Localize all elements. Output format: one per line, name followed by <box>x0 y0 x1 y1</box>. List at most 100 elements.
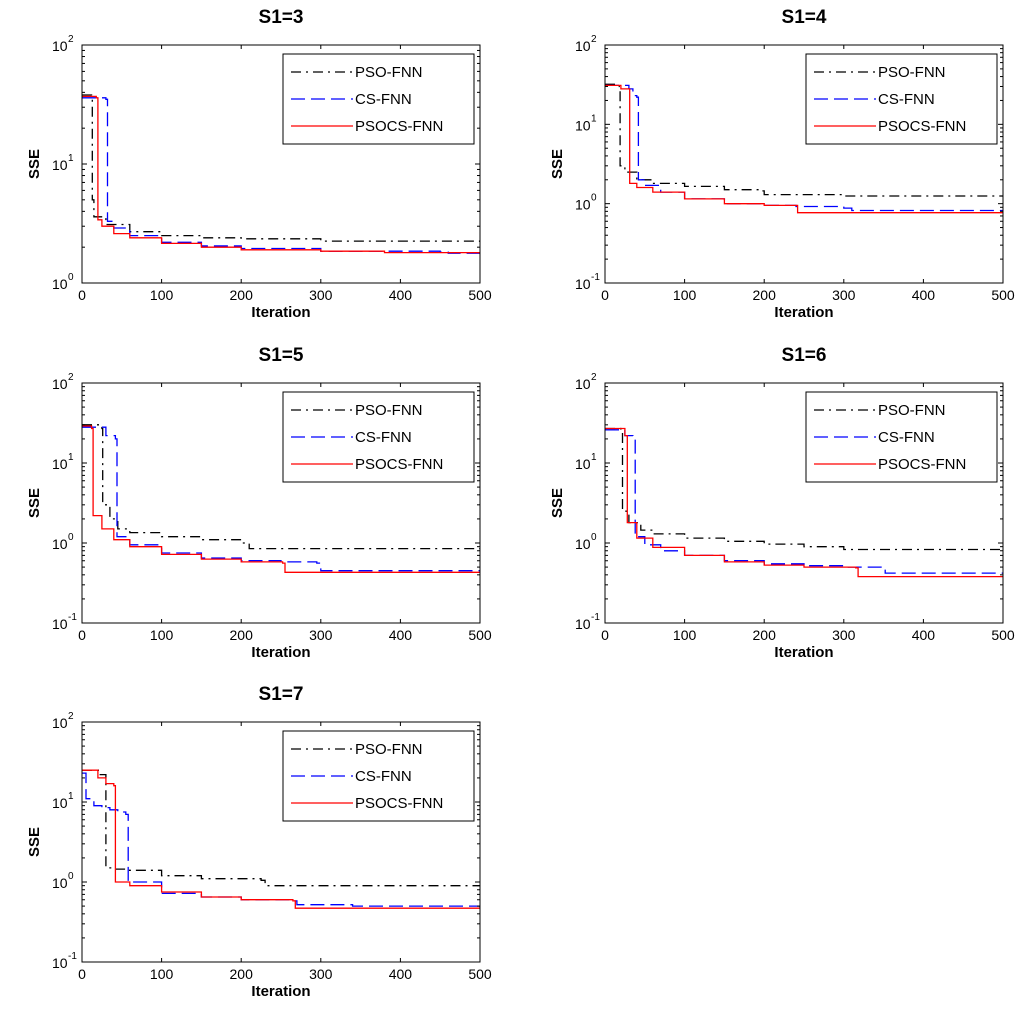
y-tick-label: 10 <box>52 955 68 971</box>
x-tick-label: 0 <box>78 627 86 643</box>
y-tick-exponent: 1 <box>591 452 597 463</box>
y-axis-label: SSE <box>26 149 43 179</box>
x-tick-label: 500 <box>991 627 1015 643</box>
x-tick-label: 200 <box>230 287 254 303</box>
y-tick-label: 10 <box>575 38 591 54</box>
x-tick-label: 300 <box>309 287 333 303</box>
y-tick-exponent: 1 <box>591 113 597 124</box>
x-tick-label: 500 <box>991 287 1015 303</box>
x-axis-label: Iteration <box>774 304 833 321</box>
x-tick-label: 100 <box>673 627 697 643</box>
y-tick-exponent: 0 <box>591 193 597 204</box>
y-tick-exponent: 2 <box>68 372 74 383</box>
series-line-psocs-fnn <box>605 427 1003 578</box>
x-tick-label: 100 <box>150 287 174 303</box>
series-line-pso-fnn <box>605 83 1003 197</box>
y-tick-exponent: 0 <box>68 272 74 283</box>
y-tick-exponent: 1 <box>68 153 74 164</box>
series-line-cs-fnn <box>82 772 480 908</box>
y-tick-label: 10 <box>52 276 68 292</box>
chart-title: S1=6 <box>782 345 827 366</box>
y-tick-exponent: -1 <box>591 272 600 283</box>
x-tick-label: 200 <box>230 627 254 643</box>
x-tick-label: 0 <box>78 966 86 982</box>
x-tick-label: 500 <box>468 966 492 982</box>
x-tick-label: 400 <box>389 627 413 643</box>
y-tick-label: 10 <box>575 536 591 552</box>
x-tick-label: 300 <box>309 966 333 982</box>
series-line-cs-fnn <box>82 97 480 254</box>
y-tick-label: 10 <box>52 616 68 632</box>
legend-label: PSO-FNN <box>355 402 423 419</box>
y-tick-exponent: 0 <box>68 871 74 882</box>
y-tick-exponent: -1 <box>68 612 77 623</box>
x-tick-label: 300 <box>309 627 333 643</box>
plot-frame <box>81 721 481 963</box>
y-tick-label: 10 <box>575 197 591 213</box>
x-tick-label: 0 <box>78 287 86 303</box>
legend-label: CS-FNN <box>878 429 935 446</box>
legend-label: PSO-FNN <box>355 741 423 758</box>
series-line-psocs-fnn <box>605 84 1003 214</box>
y-tick-label: 10 <box>52 376 68 392</box>
x-tick-label: 0 <box>601 627 609 643</box>
legend-label: CS-FNN <box>878 91 935 108</box>
y-tick-label: 10 <box>575 117 591 133</box>
legend-label: PSOCS-FNN <box>355 795 443 812</box>
legend-label: PSO-FNN <box>878 402 946 419</box>
x-tick-label: 300 <box>832 627 856 643</box>
legend-label: CS-FNN <box>355 91 412 108</box>
series-line-psocs-fnn <box>82 769 480 909</box>
y-tick-exponent: -1 <box>68 951 77 962</box>
legend-label: CS-FNN <box>355 768 412 785</box>
x-tick-label: 400 <box>912 627 936 643</box>
x-tick-label: 100 <box>150 627 174 643</box>
x-tick-label: 300 <box>832 287 856 303</box>
y-tick-label: 10 <box>575 616 591 632</box>
x-axis-label: Iteration <box>251 983 310 1000</box>
x-tick-label: 100 <box>673 287 697 303</box>
y-tick-label: 10 <box>52 536 68 552</box>
y-tick-label: 10 <box>575 376 591 392</box>
y-tick-exponent: -1 <box>591 612 600 623</box>
series-line-psocs-fnn <box>82 425 480 573</box>
x-tick-label: 400 <box>389 966 413 982</box>
series-line-pso-fnn <box>605 427 1003 551</box>
x-tick-label: 400 <box>912 287 936 303</box>
x-tick-label: 200 <box>753 627 777 643</box>
y-tick-exponent: 0 <box>591 532 597 543</box>
y-tick-exponent: 2 <box>68 711 74 722</box>
legend-label: PSOCS-FNN <box>878 118 966 135</box>
y-tick-label: 10 <box>52 157 68 173</box>
y-axis-label: SSE <box>26 827 43 857</box>
chart-title: S1=4 <box>782 7 827 28</box>
legend-label: PSOCS-FNN <box>355 118 443 135</box>
x-tick-label: 500 <box>468 287 492 303</box>
legend-label: PSOCS-FNN <box>878 456 966 473</box>
x-axis-label: Iteration <box>251 644 310 661</box>
plot-frame <box>81 382 481 624</box>
y-tick-exponent: 0 <box>68 532 74 543</box>
y-tick-label: 10 <box>52 456 68 472</box>
x-axis-label: Iteration <box>774 644 833 661</box>
y-tick-label: 10 <box>52 715 68 731</box>
y-axis-label: SSE <box>549 149 566 179</box>
x-tick-label: 500 <box>468 627 492 643</box>
plot-frame <box>604 382 1004 624</box>
y-tick-label: 10 <box>575 276 591 292</box>
y-axis-label: SSE <box>549 488 566 518</box>
chart-title: S1=3 <box>259 7 304 28</box>
y-tick-label: 10 <box>52 38 68 54</box>
x-tick-label: 0 <box>601 287 609 303</box>
y-tick-label: 10 <box>52 795 68 811</box>
legend-label: PSO-FNN <box>878 64 946 81</box>
y-tick-exponent: 2 <box>591 372 597 383</box>
y-tick-exponent: 1 <box>68 452 74 463</box>
x-tick-label: 400 <box>389 287 413 303</box>
